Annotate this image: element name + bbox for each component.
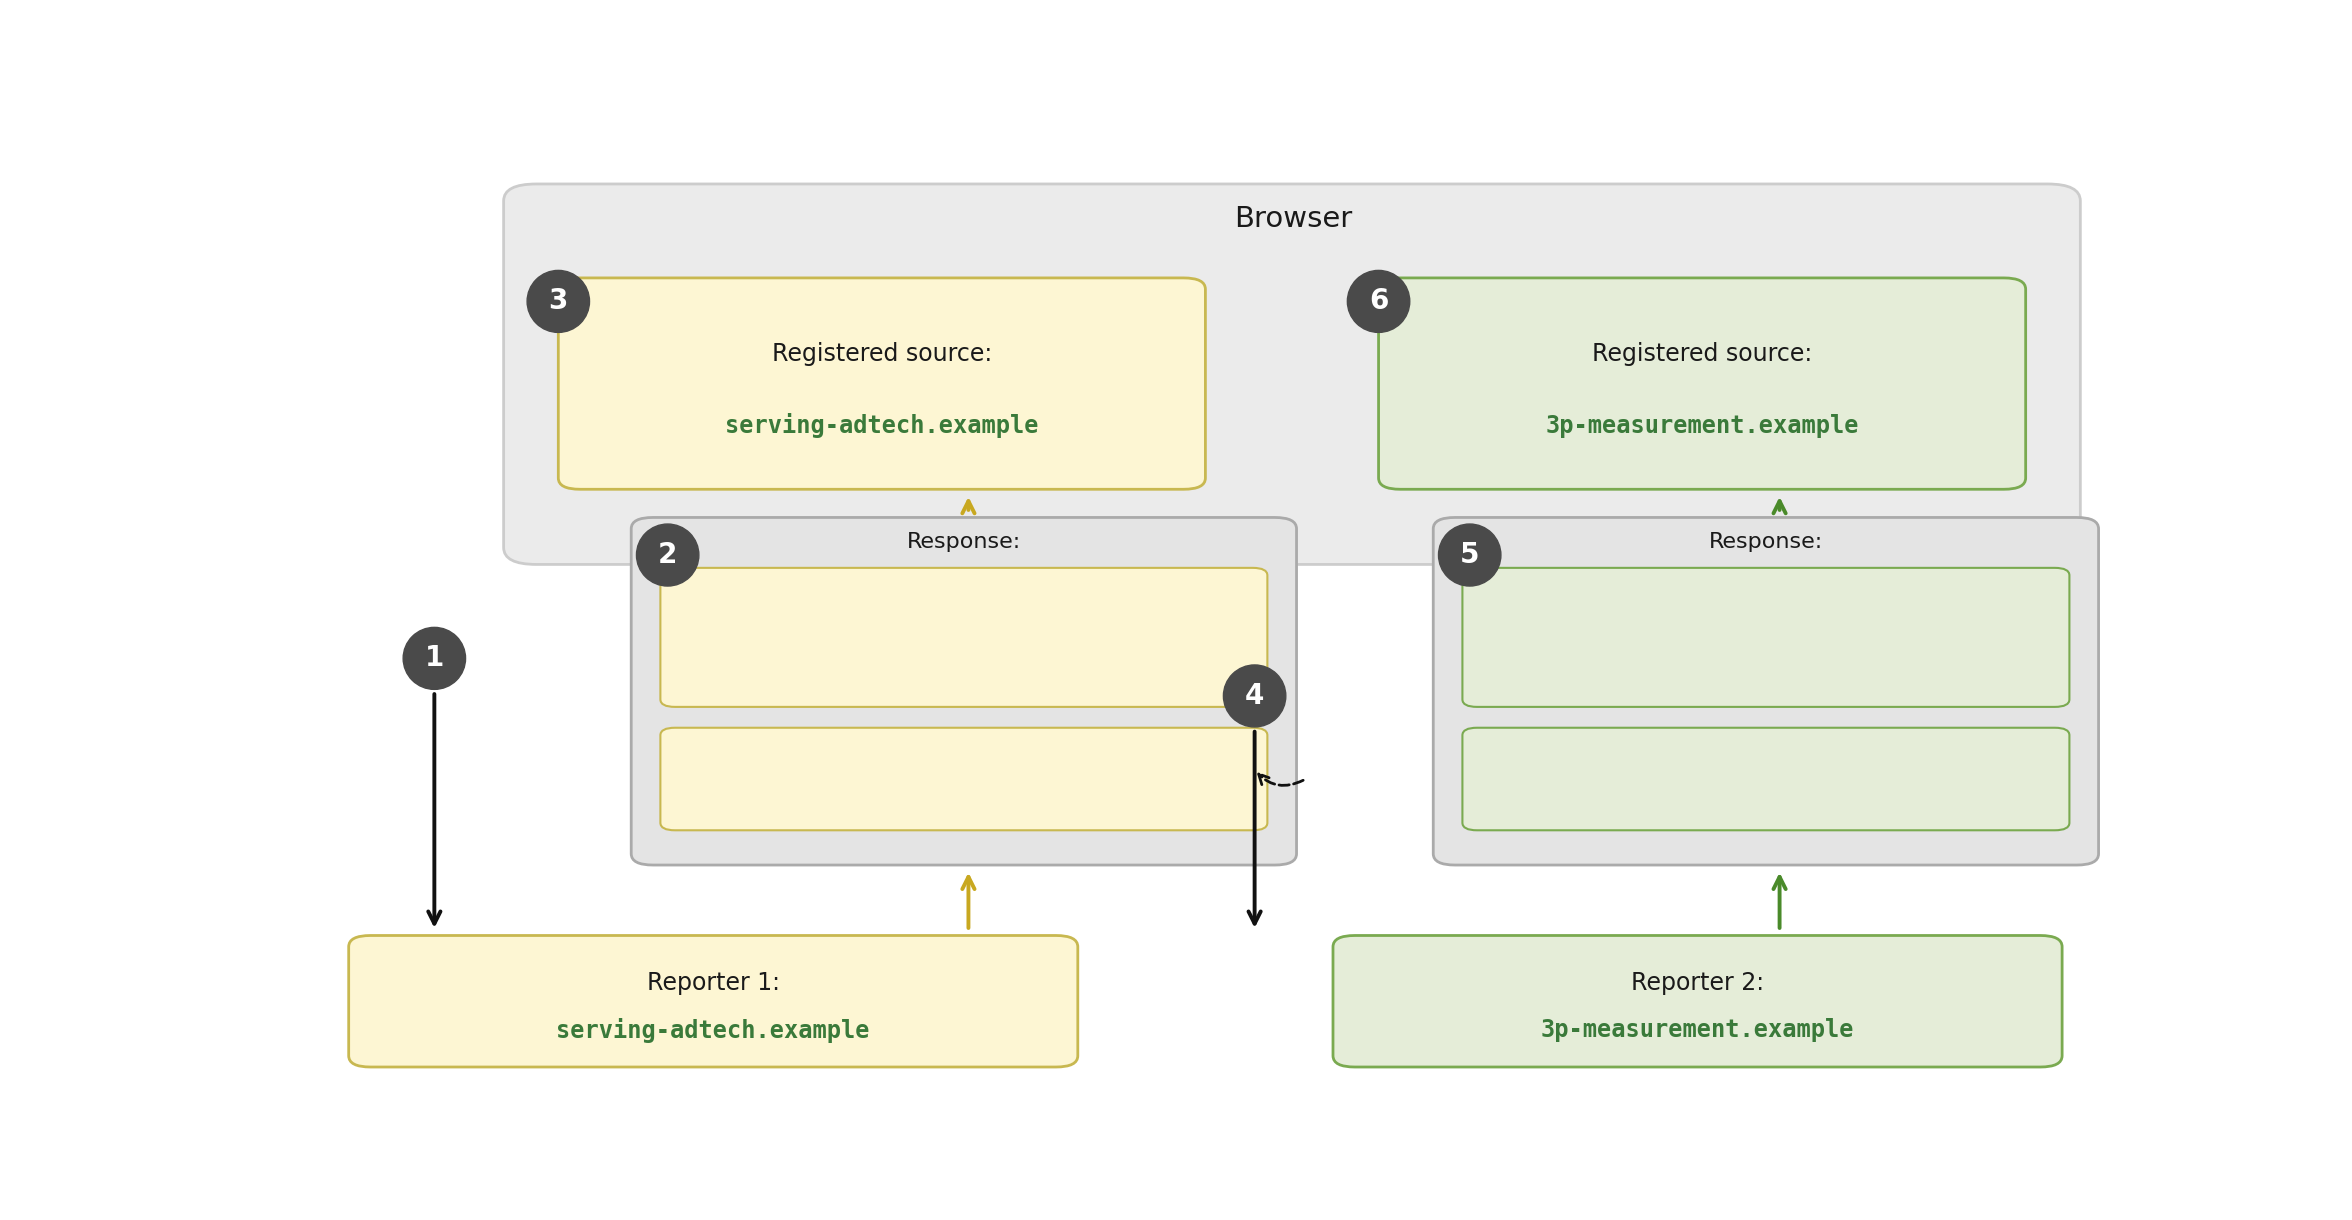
Text: 3p-measurement.example: 3p-measurement.example xyxy=(1545,414,1858,438)
Ellipse shape xyxy=(1348,271,1409,332)
FancyBboxPatch shape xyxy=(1378,278,2025,489)
Text: 6: 6 xyxy=(1369,288,1388,316)
FancyBboxPatch shape xyxy=(661,728,1268,831)
Text: Attribution-Reporting: Attribution-Reporting xyxy=(1642,599,1889,617)
Text: ...further redirects: ...further redirects xyxy=(1649,805,1884,825)
Text: 3: 3 xyxy=(548,288,567,316)
Text: -Register-Source: -Register-Source xyxy=(870,638,1058,656)
Ellipse shape xyxy=(637,525,699,586)
FancyBboxPatch shape xyxy=(630,517,1296,865)
Text: 3p-measurement.example: 3p-measurement.example xyxy=(1637,677,1896,695)
FancyArrowPatch shape xyxy=(1258,773,1303,786)
Text: Registered source:: Registered source: xyxy=(1592,342,1813,366)
FancyArrowPatch shape xyxy=(428,694,440,924)
Text: -Register-Source: -Register-Source xyxy=(1672,638,1860,656)
Ellipse shape xyxy=(527,271,590,332)
FancyBboxPatch shape xyxy=(1463,728,2070,831)
Ellipse shape xyxy=(402,627,466,689)
FancyBboxPatch shape xyxy=(348,936,1077,1068)
Text: Browser: Browser xyxy=(1235,205,1352,233)
FancyArrowPatch shape xyxy=(1773,501,1785,514)
Text: 4: 4 xyxy=(1244,682,1265,710)
FancyArrowPatch shape xyxy=(1249,732,1261,924)
Text: 1: 1 xyxy=(426,644,445,672)
Text: serving-adtech.example: serving-adtech.example xyxy=(724,414,1040,438)
Text: 2: 2 xyxy=(659,540,677,569)
Text: Registered source:: Registered source: xyxy=(771,342,993,366)
FancyBboxPatch shape xyxy=(503,184,2079,565)
Text: 5: 5 xyxy=(1461,540,1479,569)
Text: Location: Location xyxy=(917,758,1011,777)
FancyBboxPatch shape xyxy=(1432,517,2098,865)
Text: Location: Location xyxy=(1719,758,1813,777)
Text: Reporter 2:: Reporter 2: xyxy=(1630,971,1764,994)
Text: Response:: Response: xyxy=(1710,532,1823,553)
Text: Response:: Response: xyxy=(908,532,1021,553)
FancyBboxPatch shape xyxy=(557,278,1207,489)
FancyArrowPatch shape xyxy=(1773,877,1785,928)
FancyBboxPatch shape xyxy=(661,567,1268,706)
Ellipse shape xyxy=(1223,665,1287,727)
Text: Attribution-Reporting: Attribution-Reporting xyxy=(840,599,1087,617)
Text: Reporter 1:: Reporter 1: xyxy=(647,971,781,994)
Text: 3p-measurement.example: 3p-measurement.example xyxy=(1541,1019,1853,1042)
FancyBboxPatch shape xyxy=(1463,567,2070,706)
FancyBboxPatch shape xyxy=(1334,936,2063,1068)
Text: serving-adtech.example: serving-adtech.example xyxy=(835,676,1094,697)
Ellipse shape xyxy=(1439,525,1501,586)
Text: serving-adtech.example: serving-adtech.example xyxy=(557,1017,870,1043)
FancyArrowPatch shape xyxy=(962,877,974,928)
Text: 3p-measurement.example: 3p-measurement.example xyxy=(835,805,1094,825)
FancyArrowPatch shape xyxy=(962,501,974,514)
